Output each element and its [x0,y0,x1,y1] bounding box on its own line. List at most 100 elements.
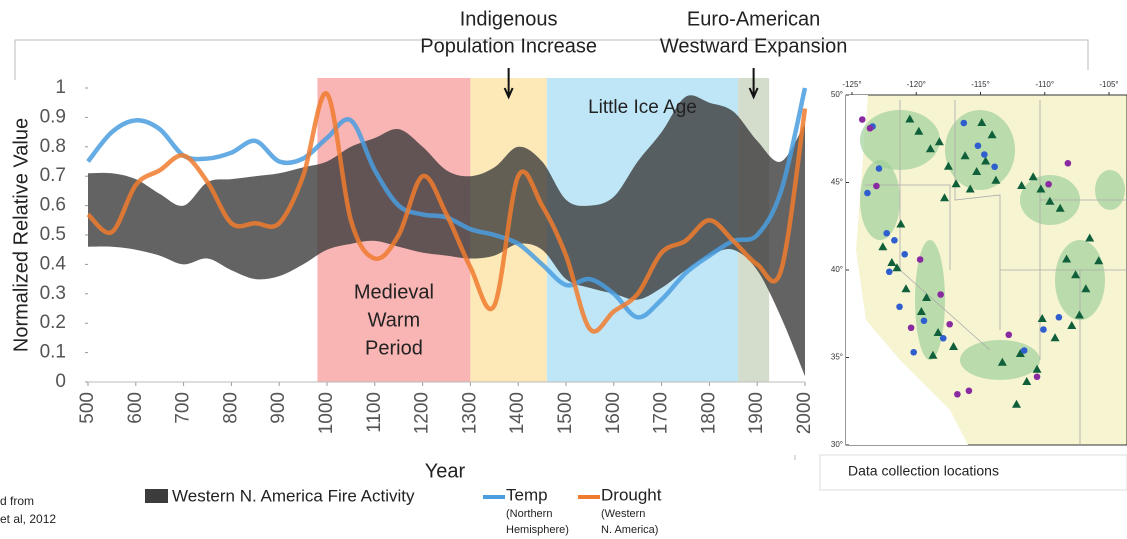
site-marker [928,350,938,359]
site-marker [1028,172,1038,181]
x-axis-label: Year [425,460,466,482]
map: -125° -120° -115° -110° -105° 30° 35° 40° 45° 50° [831,80,1127,449]
site-marker [1081,284,1091,293]
x-tick-label: 1800 [698,392,719,434]
legend-label: Western N. America Fire Activity [172,486,415,505]
x-tick-label: 600 [125,392,146,424]
x-tick-label: 700 [173,392,194,424]
site-marker [981,151,988,158]
period-label: Euro-American [687,8,820,30]
y-tick-label: 0.2 [40,312,66,333]
fire-band [88,95,805,377]
caption-box [819,454,1127,491]
site-marker [1055,203,1065,212]
site-marker [960,151,970,160]
site-marker [1062,254,1072,263]
site-marker [914,126,924,135]
site-marker [878,242,888,251]
site-marker [1067,321,1077,329]
lon-tick-label: -105° [1099,80,1118,89]
period-label: Little Ice Age [588,97,697,118]
period-label: Warm [368,309,421,331]
site-marker [896,219,906,228]
period-label: Population Increase [420,35,597,57]
y-axis-label: Normalized Relative Value [10,118,32,352]
y-tick-label: 0 [55,371,66,392]
x-tick-label: 900 [268,392,289,424]
site-marker [965,387,973,395]
site-marker [891,236,898,244]
lat-tick-label: 35° [831,353,843,362]
y-tick-label: 0.4 [40,253,67,274]
ocean [846,95,968,445]
site-marker [960,119,968,127]
site-marker [875,165,883,172]
site-marker [1050,333,1060,342]
site-marker [1074,310,1084,319]
vegetation [1095,170,1125,210]
site-marker [933,328,943,336]
site-marker [922,293,932,301]
y-tick-label: 1 [55,77,66,98]
site-marker [885,268,893,276]
x-tick-label: 2000 [794,392,815,434]
site-marker [934,137,944,146]
site-marker [1036,184,1046,193]
lat-tick-label: 30° [831,440,843,449]
source: et al, 2012 [0,512,56,526]
site-marker [1045,196,1055,205]
legend-label: Drought [601,485,662,504]
lat-tick-label: 50° [831,90,843,99]
site-marker [920,317,928,325]
site-marker [905,114,915,123]
x-tick-label: 1900 [746,392,767,434]
site-marker [907,324,915,332]
site-marker [987,130,997,139]
site-marker [949,342,959,350]
vegetation [860,160,900,240]
arrow [503,68,514,100]
legend-label: Temp [506,485,548,504]
site-marker [1085,233,1095,242]
site-marker [946,320,953,328]
period-label: Period [365,337,423,359]
arrow [748,68,759,100]
site-marker [1071,270,1081,279]
site-marker [873,182,880,190]
site-marker [1055,313,1063,321]
site-marker [910,348,917,356]
y-tick-label: 0.7 [40,165,66,186]
site-marker [883,229,890,237]
site-marker [1005,331,1013,339]
state-border [954,100,1040,271]
source: d from [0,494,34,508]
y-tick-label: 0.5 [40,224,66,245]
site-marker [1037,314,1047,322]
x-tick-label: 1100 [364,392,385,433]
site-marker [981,156,991,165]
site-marker [1094,256,1104,265]
site-marker [901,250,908,258]
site-marker [965,184,975,193]
site-marker [1020,347,1028,354]
lat-tick-label: 40° [831,265,843,274]
site-marker [1033,373,1041,381]
frame [14,39,1089,80]
period-label: Westward Expansion [660,35,848,57]
x-tick-label: 800 [220,392,241,424]
site-marker [1011,399,1021,408]
site-marker [1040,326,1047,333]
site-marker [1032,364,1042,373]
legend-sublabel: N. America) [601,524,658,536]
site-marker [916,307,926,315]
site-marker [997,357,1007,366]
site-marker [939,334,947,342]
site-marker [940,193,950,202]
y-tick-label: 0.1 [40,342,66,363]
site-marker [864,189,871,197]
y-tick-label: 0.9 [40,106,66,127]
lon-tick-label: -120° [907,80,926,89]
x-tick-label: 1700 [651,392,672,434]
site-marker [1015,349,1025,357]
